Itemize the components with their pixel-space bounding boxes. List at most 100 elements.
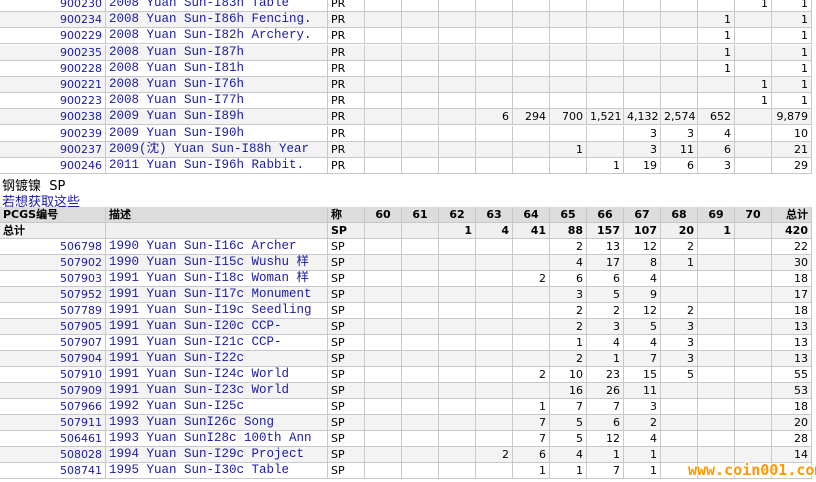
cell[interactable]: 2008 Yuan Sun-I82h Archery. (106, 28, 328, 45)
cell[interactable]: 507910 (0, 367, 106, 383)
cell[interactable]: 1995 Yuan Sun-I30c Table (106, 463, 328, 479)
cell[interactable]: 507903 (0, 271, 106, 287)
header-cell: 称 (328, 207, 365, 223)
cell[interactable]: 900239 (0, 125, 106, 142)
cell (402, 255, 439, 271)
cell (661, 399, 698, 415)
cell[interactable]: 1993 Yuan SunI26c Song (106, 415, 328, 431)
cell[interactable]: 2008 Yuan Sun-I77h (106, 93, 328, 110)
cell[interactable]: 507905 (0, 319, 106, 335)
cell (365, 0, 402, 12)
cell: PR (328, 109, 365, 126)
cell (661, 271, 698, 287)
cell (476, 303, 513, 319)
cell[interactable]: 507952 (0, 287, 106, 303)
cell[interactable]: 900228 (0, 60, 106, 77)
cell (365, 335, 402, 351)
cell (365, 287, 402, 303)
cell[interactable]: 2009 Yuan Sun-I89h (106, 109, 328, 126)
cell[interactable]: 507909 (0, 383, 106, 399)
cell (402, 141, 439, 158)
cell (439, 383, 476, 399)
cell[interactable]: 508741 (0, 463, 106, 479)
cell (661, 415, 698, 431)
cell (402, 93, 439, 110)
cell: 1 (698, 60, 735, 77)
cell[interactable]: 2011 Yuan Sun-I96h Rabbit. (106, 158, 328, 174)
cell[interactable]: 2008 Yuan Sun-I76h (106, 77, 328, 93)
cell (439, 271, 476, 287)
cell[interactable]: 1991 Yuan Sun-I22c (106, 351, 328, 367)
cell[interactable]: 1991 Yuan Sun-I17c Monument (106, 287, 328, 303)
cell[interactable]: 1991 Yuan Sun-I23c World (106, 383, 328, 399)
cell[interactable]: 900237 (0, 141, 106, 158)
cell[interactable]: 1991 Yuan Sun-I19c Seedling (106, 303, 328, 319)
cell[interactable]: 507907 (0, 335, 106, 351)
cell (365, 351, 402, 367)
cell: 16 (550, 383, 587, 399)
cell[interactable]: 1991 Yuan Sun-I21c CCP- (106, 335, 328, 351)
cell (439, 28, 476, 45)
cell[interactable]: 1993 Yuan SunI28c 100th Ann (106, 431, 328, 447)
cell (439, 303, 476, 319)
cell (550, 93, 587, 110)
cell: 4,132 (624, 109, 661, 126)
cell (735, 60, 772, 77)
section-name: 钢镀镍 (2, 179, 42, 194)
cell[interactable]: 2008 Yuan Sun-I83h Table (106, 0, 328, 12)
cell[interactable]: 507966 (0, 399, 106, 415)
cell (735, 415, 772, 431)
cell[interactable]: 507902 (0, 255, 106, 271)
cell: PR (328, 93, 365, 110)
cell[interactable]: 1992 Yuan Sun-I25c (106, 399, 328, 415)
cell (365, 463, 402, 479)
cell[interactable]: 2008 Yuan Sun-I86h Fencing. (106, 12, 328, 29)
cell: 5 (624, 319, 661, 335)
cell[interactable]: 2009 Yuan Sun-I90h (106, 125, 328, 142)
cell (698, 287, 735, 303)
cell (439, 447, 476, 463)
cell (513, 28, 550, 45)
cell[interactable]: 900238 (0, 109, 106, 126)
cell[interactable]: 1991 Yuan Sun-I24c World (106, 367, 328, 383)
cell[interactable]: 1990 Yuan Sun-I16c Archer (106, 239, 328, 255)
cell[interactable]: 900221 (0, 77, 106, 93)
cell[interactable]: 900234 (0, 12, 106, 29)
cell: 4 (550, 255, 587, 271)
cell (513, 12, 550, 29)
cell[interactable]: 508028 (0, 447, 106, 463)
cell[interactable]: 900223 (0, 93, 106, 110)
cell[interactable]: 507911 (0, 415, 106, 431)
cell: 2 (661, 303, 698, 319)
cell (365, 271, 402, 287)
cell[interactable]: 900246 (0, 158, 106, 174)
section-link[interactable]: 若想获取这些 (2, 195, 81, 210)
cell[interactable]: 2008 Yuan Sun-I81h (106, 60, 328, 77)
cell (513, 93, 550, 110)
cell[interactable]: 2009(沈) Yuan Sun-I88h Year (106, 141, 328, 158)
cell[interactable]: 507904 (0, 351, 106, 367)
cell[interactable]: 1991 Yuan Sun-I20c CCP- (106, 319, 328, 335)
cell (476, 141, 513, 158)
cell (550, 158, 587, 174)
cell (513, 77, 550, 93)
cell[interactable]: 1991 Yuan Sun-I18c Woman 样 (106, 271, 328, 287)
cell: 2 (550, 303, 587, 319)
cell[interactable]: 507789 (0, 303, 106, 319)
cell (439, 367, 476, 383)
cell[interactable]: 900229 (0, 28, 106, 45)
cell: PR (328, 125, 365, 142)
cell: 3 (624, 141, 661, 158)
cell[interactable]: 2008 Yuan Sun-I87h (106, 44, 328, 61)
cell[interactable]: 1994 Yuan Sun-I29c Project (106, 447, 328, 463)
cell[interactable]: 506461 (0, 431, 106, 447)
cell: 19 (624, 158, 661, 174)
cell (698, 255, 735, 271)
cell[interactable]: 900235 (0, 44, 106, 61)
cell[interactable]: 1990 Yuan Sun-I15c Wushu 样 (106, 255, 328, 271)
cell: 13 (772, 335, 812, 351)
cell: PR (328, 77, 365, 93)
cell (439, 415, 476, 431)
cell[interactable]: 506798 (0, 239, 106, 255)
cell[interactable]: 900230 (0, 0, 106, 12)
